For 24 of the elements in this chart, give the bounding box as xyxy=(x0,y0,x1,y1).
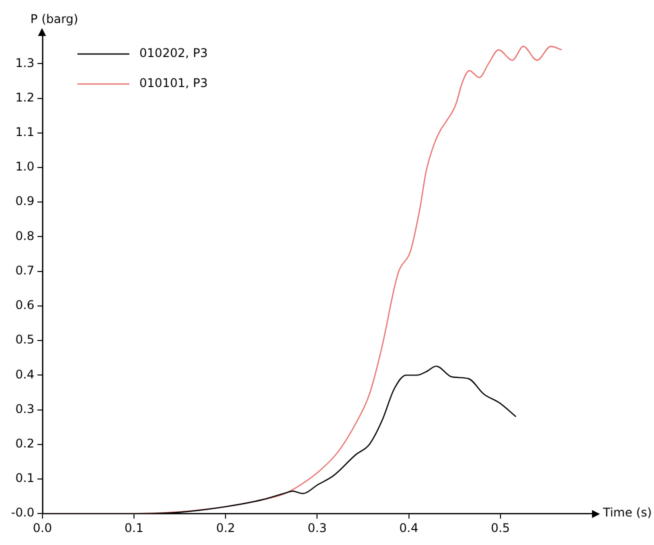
y-tick-label: 1.1 xyxy=(15,125,34,140)
y-tick-label: 0.1 xyxy=(15,471,34,486)
y-axis-title: P (barg) xyxy=(30,12,78,26)
x-tick-label: 0.5 xyxy=(490,520,510,535)
y-tick-label: 0.5 xyxy=(15,332,34,347)
y-tick-label: 0.2 xyxy=(15,436,34,451)
x-tick-label: 0.3 xyxy=(308,520,327,535)
legend-label: 010101, P3 xyxy=(139,76,208,90)
y-tick-label: 1.2 xyxy=(15,90,34,104)
x-tick-label: 0.0 xyxy=(32,520,52,535)
y-tick-label: 1.0 xyxy=(15,160,34,174)
legend-label: 010202, P3 xyxy=(139,46,208,60)
x-tick-label: 0.2 xyxy=(216,520,236,535)
y-tick-label: 0.3 xyxy=(15,402,34,416)
y-tick-label: 1.3 xyxy=(15,56,34,70)
x-tick-label: 0.1 xyxy=(124,520,144,535)
y-tick-label: -0.0 xyxy=(10,506,34,520)
y-tick-label: 0.4 xyxy=(15,367,34,382)
y-tick-label: 0.7 xyxy=(15,263,34,278)
x-tick-label: 0.4 xyxy=(399,520,418,535)
y-tick-label: 0.8 xyxy=(15,228,34,243)
y-tick-label: 0.9 xyxy=(15,194,34,208)
x-axis-title: Time (s) xyxy=(602,506,652,520)
y-tick-label: 0.6 xyxy=(15,298,34,312)
